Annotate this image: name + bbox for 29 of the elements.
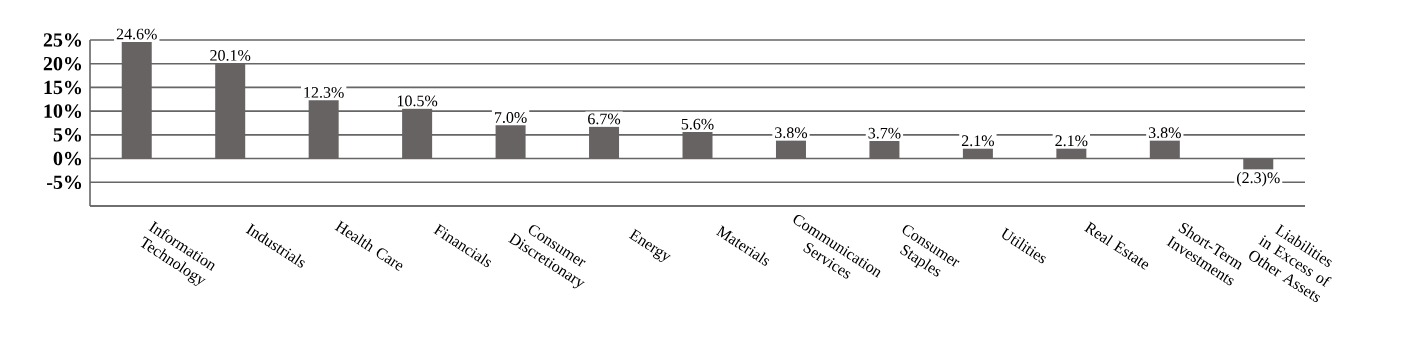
bar <box>495 125 526 159</box>
data-label: 3.7% <box>868 127 901 139</box>
data-label: 6.7% <box>588 113 621 125</box>
y-tick-label: 10% <box>44 104 82 118</box>
y-tick-label: 0% <box>53 151 82 166</box>
bar <box>1056 148 1087 159</box>
data-label: 2.1% <box>961 135 994 147</box>
bar <box>402 108 433 159</box>
y-tick-label: 25% <box>43 33 82 47</box>
data-label: 3.8% <box>1148 127 1181 139</box>
data-label: 12.3% <box>304 86 344 98</box>
bar <box>869 141 900 159</box>
y-tick-label: -5% <box>47 175 82 190</box>
y-tick-label: 5% <box>53 128 82 142</box>
bar <box>682 132 713 159</box>
bar <box>962 148 993 159</box>
data-label: 24.6% <box>116 28 157 40</box>
y-tick-label: 20% <box>43 56 82 71</box>
data-label: (2.3)% <box>1236 171 1280 187</box>
bar <box>308 100 339 159</box>
data-label: 7.0% <box>494 112 527 123</box>
bar <box>589 126 620 159</box>
data-label: 2.1% <box>1055 135 1088 147</box>
data-label: 3.8% <box>775 127 808 139</box>
bar <box>215 63 246 159</box>
y-tick-label: 15% <box>44 80 82 95</box>
data-label: 20.1% <box>210 49 251 61</box>
data-label: 5.6% <box>681 118 714 130</box>
data-label: 10.5% <box>397 95 438 107</box>
